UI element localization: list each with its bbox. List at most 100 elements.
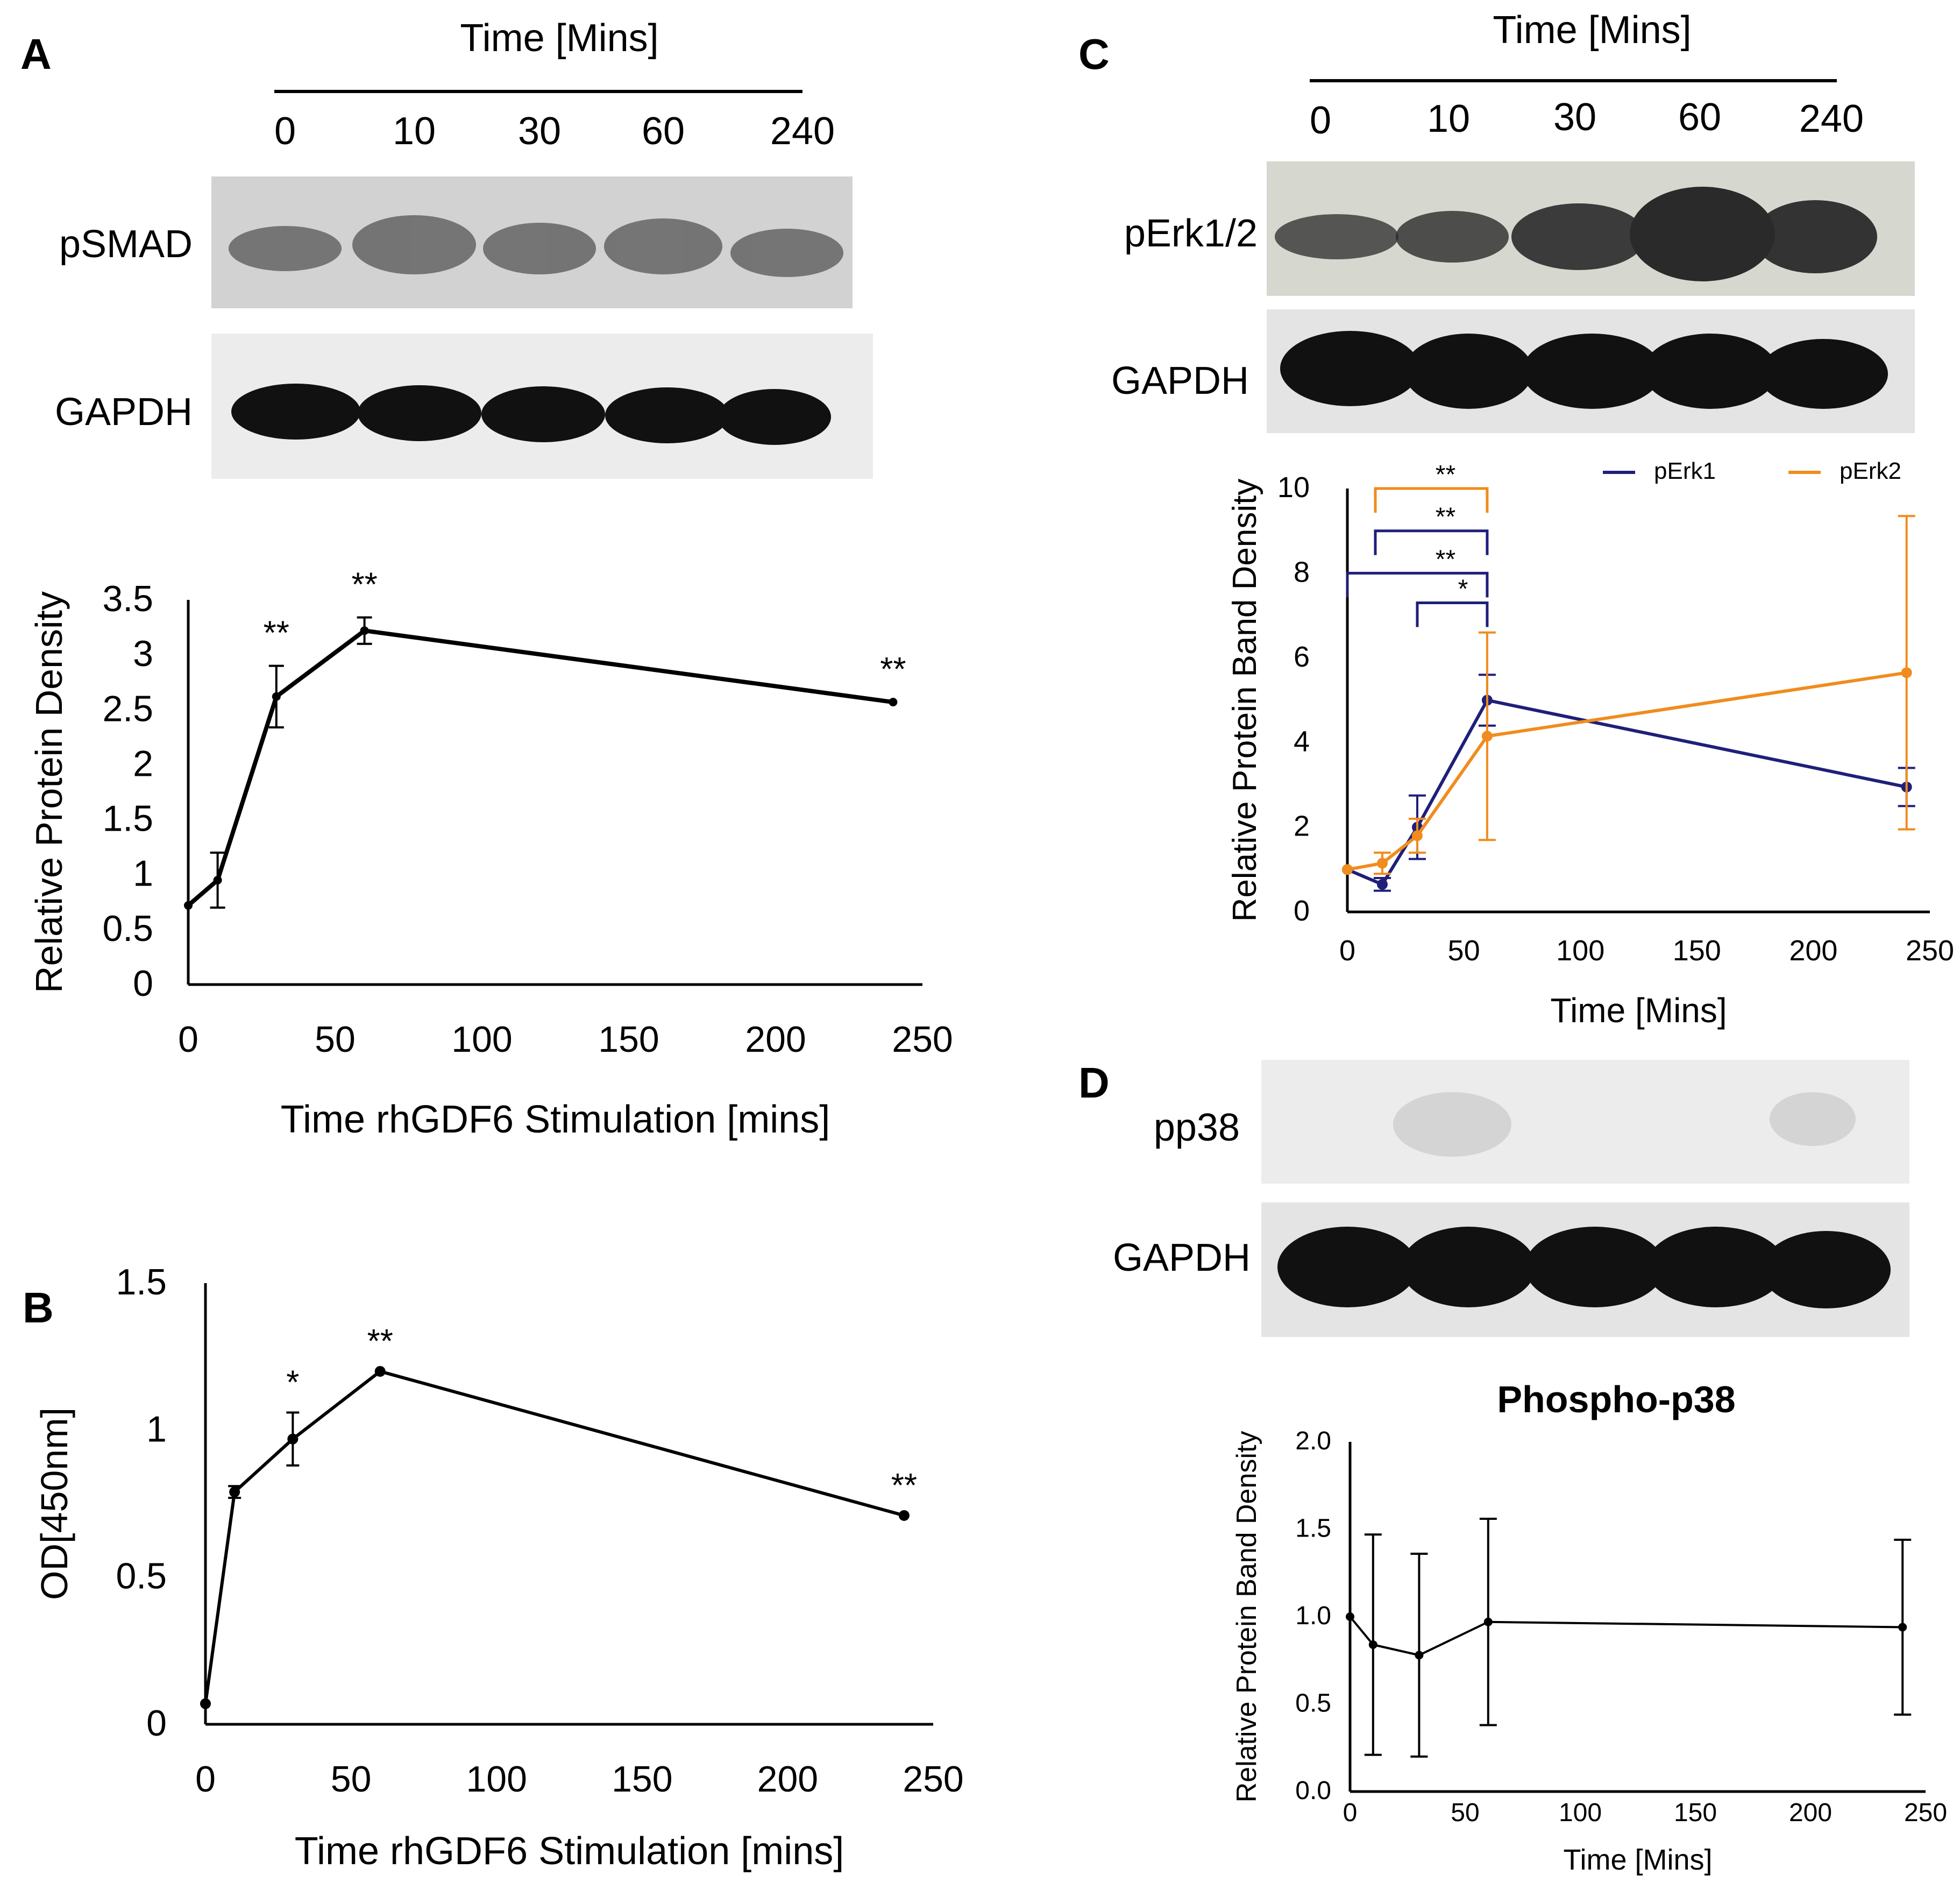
blot-a-lane-label: 60	[642, 110, 685, 153]
blot-a-bands-gapdh	[231, 384, 831, 445]
blot-d-bands-pp38	[1393, 1092, 1856, 1157]
blot-c-row-label: GAPDH	[1111, 359, 1249, 402]
series-line	[1346, 698, 1907, 886]
x-tick-label: 0	[1339, 935, 1355, 967]
blot-d: pp38 GAPDH	[1113, 1060, 1909, 1337]
y-tick-label: 0.0	[1295, 1776, 1331, 1805]
y-tick-label: 1.5	[102, 798, 153, 839]
data-point	[1376, 858, 1388, 869]
x-tick-label: 50	[315, 1019, 356, 1060]
significance-marker: **	[1436, 545, 1455, 574]
data-point	[1368, 1640, 1377, 1649]
y-tick-label: 2	[1294, 810, 1310, 843]
x-tick-label: 200	[1789, 1799, 1832, 1827]
x-tick-label: 100	[1556, 935, 1604, 967]
blot-c-row-label: pErk1/2	[1124, 212, 1258, 255]
chart-c: 0 50 100 150 200 250 0 2 4 6 8 10 Time [Mins] Relativ…	[1226, 458, 1954, 1030]
y-tick-label: 1	[133, 853, 153, 894]
x-tick-label: 250	[892, 1019, 953, 1060]
y-axis-label: Relative Protein Band Density	[1231, 1431, 1262, 1803]
significance-bracket	[1416, 601, 1489, 627]
legend-label: pErk1	[1654, 458, 1716, 484]
x-tick-label: 100	[1559, 1799, 1602, 1827]
y-tick-label: 0.5	[116, 1556, 167, 1597]
data-point	[898, 1510, 910, 1521]
significance-bracket	[1374, 487, 1489, 513]
legend-label: pErk2	[1840, 458, 1901, 484]
y-tick-label: 0.5	[102, 908, 153, 949]
blot-a-lane-label: 0	[274, 110, 296, 153]
y-tick-label: 1.5	[1295, 1514, 1331, 1543]
blot-c-time-header: Time [Mins]	[1493, 9, 1691, 52]
data-point	[1481, 731, 1493, 742]
significance-marker: *	[286, 1364, 299, 1401]
data-point	[184, 901, 193, 910]
x-tick-label: 100	[466, 1759, 527, 1800]
blot-c-lane-label: 240	[1799, 97, 1864, 140]
significance-bracket	[1346, 571, 1489, 598]
x-tick-label: 50	[1451, 1799, 1479, 1827]
x-tick-label: 200	[757, 1759, 818, 1800]
x-tick-label: 50	[1448, 935, 1480, 967]
x-tick-label: 250	[903, 1759, 963, 1800]
significance-marker: **	[891, 1467, 917, 1504]
y-tick-label: 0	[133, 963, 153, 1004]
x-tick-label: 0	[1343, 1799, 1358, 1827]
x-tick-label: 100	[451, 1019, 512, 1060]
data-point	[200, 1698, 211, 1709]
y-tick-label: 4	[1294, 725, 1310, 758]
data-point	[1898, 1623, 1907, 1632]
series-line	[1349, 1616, 1903, 1657]
data-point	[360, 626, 369, 635]
y-tick-label: 2.0	[1295, 1427, 1331, 1455]
blot-a-lane-label: 10	[393, 110, 436, 153]
blot-a-bands-psmad	[229, 215, 843, 277]
y-axis-label: Relative Protein Band Density	[1226, 479, 1263, 922]
blot-d-row-label: GAPDH	[1113, 1236, 1251, 1279]
y-tick-label: 0	[1294, 895, 1310, 927]
y-tick-label: 6	[1294, 641, 1310, 673]
panel-letter-b: B	[23, 1284, 54, 1332]
data-point	[1342, 864, 1353, 875]
x-tick-label: 150	[598, 1019, 659, 1060]
blot-c: Time [Mins] 0 10 30 60 240 pErk1/2 GAPDH	[1111, 9, 1915, 433]
data-point	[213, 875, 222, 884]
chart-b: 0 50 100 150 200 250 0 0.5 1 1.5 Time rhGDF6 Stimu…	[33, 1262, 964, 1873]
significance-bracket	[1374, 529, 1489, 555]
x-tick-label: 150	[1674, 1799, 1717, 1827]
chart-title: Phospho-p38	[1497, 1378, 1735, 1420]
x-axis-label: Time rhGDF6 Stimulation [mins]	[295, 1830, 844, 1873]
x-tick-label: 200	[1789, 935, 1837, 967]
data-point	[1411, 830, 1423, 841]
blot-a-row-label: GAPDH	[55, 391, 193, 434]
panel-letter-c: C	[1078, 30, 1110, 78]
y-tick-label: 1.5	[116, 1262, 167, 1303]
blot-c-lane-label: 0	[1310, 99, 1331, 142]
panel-letter-a: A	[20, 30, 52, 78]
x-tick-label: 150	[1673, 935, 1721, 967]
significance-marker: **	[1436, 503, 1455, 532]
data-point	[1483, 1617, 1493, 1626]
blot-a-row-label: pSMAD	[59, 223, 193, 266]
chart-a: 0 50 100 150 200 250 0 0.5 1 1.5 2 2.5 3 3.5 Time rhGD…	[28, 567, 953, 1141]
blot-c-bands-gapdh	[1280, 331, 1888, 409]
significance-marker: *	[1458, 575, 1468, 603]
data-point	[272, 692, 281, 701]
x-tick-label: 0	[195, 1759, 216, 1800]
significance-marker: **	[264, 615, 289, 652]
y-axis-label: Relative Protein Density	[28, 591, 70, 993]
data-point	[1376, 879, 1388, 890]
y-tick-label: 2	[133, 743, 153, 784]
y-tick-label: 0.5	[1295, 1689, 1331, 1718]
blot-c-bands-perk	[1275, 187, 1877, 281]
y-tick-label: 3.5	[102, 578, 153, 619]
blot-c-lane-label: 60	[1678, 96, 1721, 139]
x-axis-label: Time [Mins]	[1550, 991, 1727, 1030]
significance-marker: **	[1436, 461, 1455, 489]
blot-a: Time [Mins] 0 10 30 60 240 pSMAD GAPDH	[55, 17, 873, 479]
x-tick-label: 200	[745, 1019, 806, 1060]
x-axis-label: Time [Mins]	[1563, 1844, 1712, 1876]
panel-letter-d: D	[1078, 1059, 1110, 1107]
series-line	[204, 1370, 905, 1704]
y-tick-label: 0	[146, 1703, 167, 1744]
